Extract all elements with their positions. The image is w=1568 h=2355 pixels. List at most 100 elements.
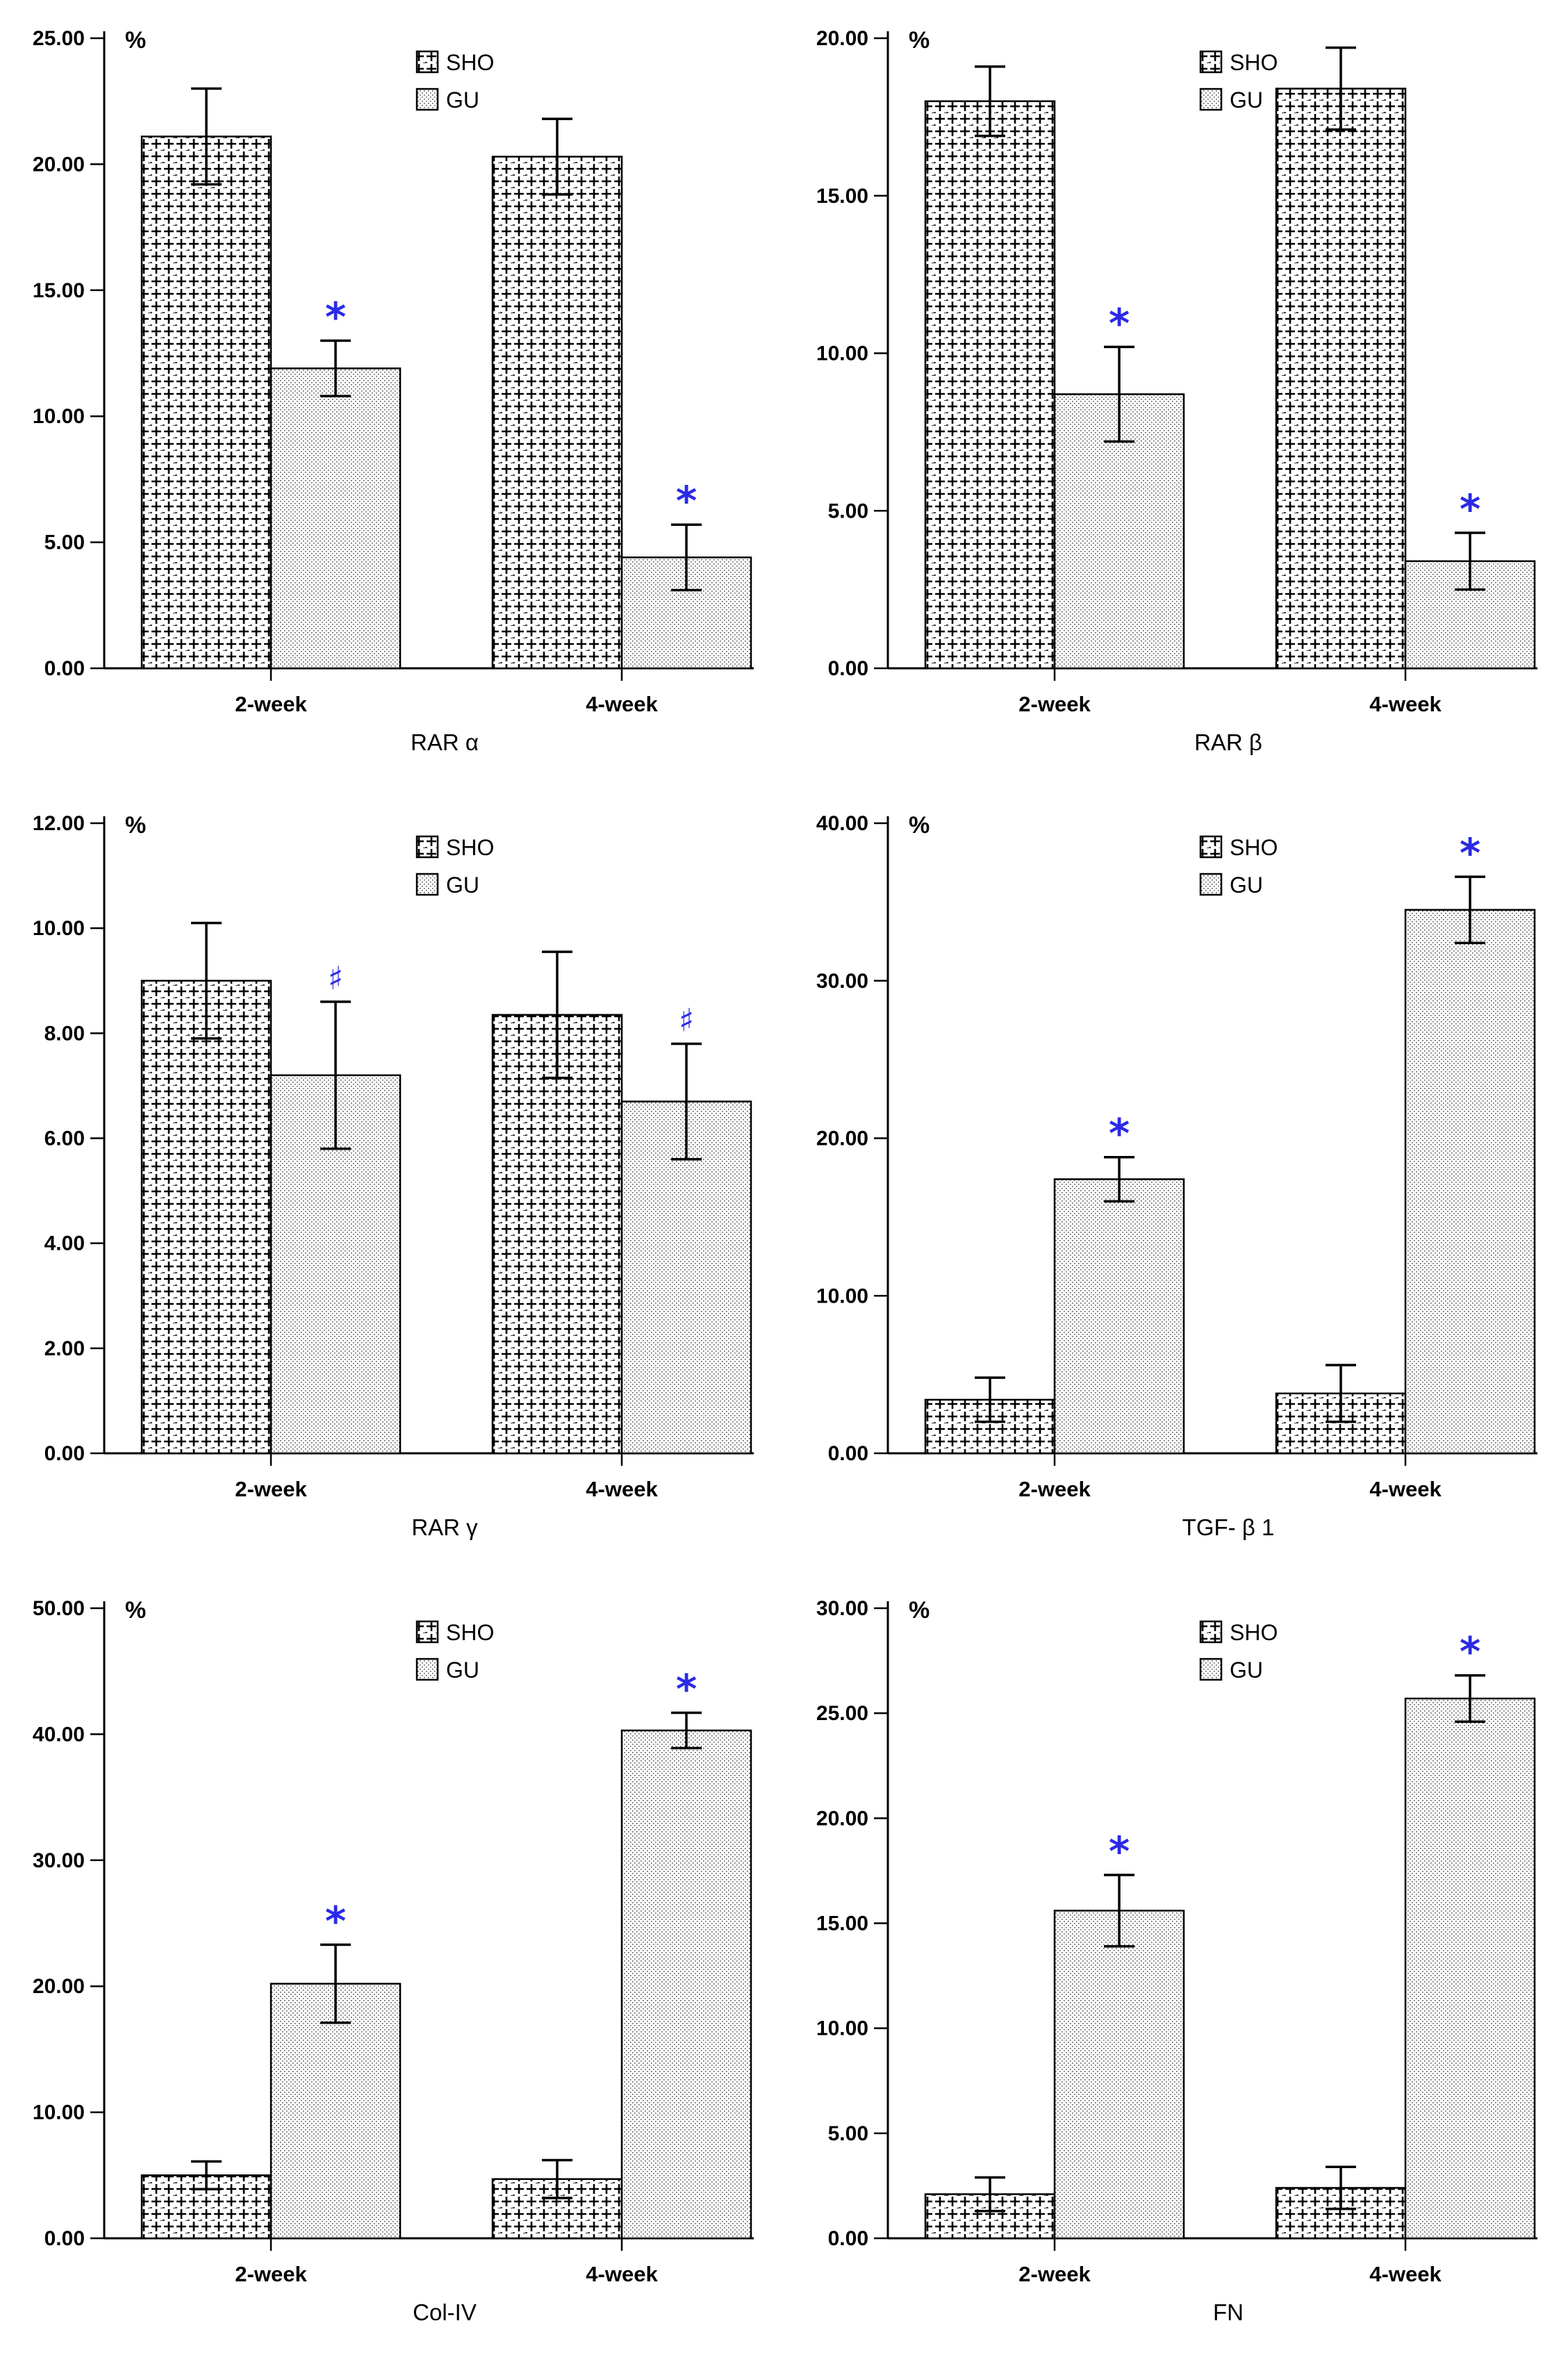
significance-sharp: ♯ [328,959,343,997]
y-tick-label: 2.00 [44,1337,85,1360]
error-bar [320,339,351,397]
x-tick-label: 4-week [586,2262,658,2286]
bar-chart: 0.00 5.00 10.00 15.00 20.00 25.00 30.00 % * 2-wee… [816,1597,1537,2325]
y-unit-label: % [125,27,146,53]
legend-label-gu: GU [1230,873,1263,898]
y-tick-label: 4.00 [44,1232,85,1255]
error-bar [191,921,222,1040]
significance-asterisk: * [1460,829,1480,877]
legend-label-gu: GU [1230,1658,1263,1683]
y-tick-label: 15.00 [816,185,868,208]
bar-chart: 0.00 2.00 4.00 6.00 8.00 10.00 12.00 % ♯ 2-week ♯ 4… [33,812,754,1540]
chart-panel-tgf-beta1: 0.00 10.00 20.00 30.00 40.00% * 2-week * 4-week S… [784,785,1567,1570]
bar-sho [491,1014,623,1455]
y-tick-label: 0.00 [828,2227,868,2250]
x-tick-label: 2-week [1018,1477,1091,1501]
error-bar [1104,345,1134,443]
legend-label-sho: SHO [446,835,494,860]
legend-swatch-gu [415,1658,439,1681]
chart-title: FN [1213,2299,1244,2325]
chart-panel-col-iv: 0.00 10.00 20.00 30.00 40.00 50.00% * 2-week * 4-… [0,1570,784,2355]
y-tick-label: 30.00 [33,1849,85,1872]
legend-label-sho: SHO [446,1620,494,1645]
error-bar [1455,875,1485,945]
bar-chart: 0.00 5.00 10.00 15.00 20.00 25.00 % * 2-week * 4-w… [33,27,754,755]
chart-title: RAR β [1194,729,1262,755]
bar-sho [140,135,272,670]
y-tick-label: 15.00 [816,1912,868,1935]
error-bar [671,1042,702,1161]
legend-label-gu: GU [446,88,479,113]
chart-title: TGF- β 1 [1182,1514,1275,1540]
error-bar [1104,1874,1134,1948]
y-tick-label: 10.00 [33,405,85,428]
error-bar [1455,1674,1485,1724]
legend-swatch-sho [415,835,439,859]
y-tick-label: 20.00 [816,1807,868,1830]
error-bar [1326,46,1356,131]
y-tick-label: 6.00 [44,1127,85,1150]
legend-swatch-sho [1199,50,1223,74]
error-bar [975,65,1005,138]
bar-chart: 0.00 10.00 20.00 30.00 40.00 % * 2-week * 4-week S… [816,812,1537,1540]
error-bar [671,523,702,592]
y-tick-label: 5.00 [828,2122,868,2145]
legend-label-sho: SHO [1230,1620,1278,1645]
error-bar [542,2158,572,2199]
error-bar [975,1376,1005,1423]
y-tick-label: 0.00 [828,657,868,680]
significance-asterisk: * [676,1666,697,1713]
chart-title: RAR γ [411,1514,478,1540]
y-tick-label: 20.00 [816,1127,868,1150]
error-bar [1326,1364,1356,1423]
y-tick-label: 40.00 [33,1723,85,1746]
y-tick-label: 20.00 [33,153,85,176]
y-unit-label: % [125,812,146,838]
error-bar [320,1000,351,1150]
y-tick-label: 0.00 [828,1442,868,1465]
y-tick-label: 15.00 [33,279,85,302]
x-tick-label: 4-week [586,692,658,716]
x-tick-label: 2-week [235,2262,307,2286]
chart-panel-rar-alpha: 0.00 5.00 10.00 15.00 20.00 25.00% * 2-week * 4-w… [0,0,784,785]
bar-gu [270,367,402,670]
y-tick-label: 5.00 [44,531,85,554]
x-tick-label: 4-week [1369,1477,1442,1501]
y-tick-label: 10.00 [816,2017,868,2040]
bar-chart: 0.00 5.00 10.00 15.00 20.00 % * 2-week * 4-week SH… [816,27,1537,755]
y-tick-label: 20.00 [33,1975,85,1998]
legend-label-sho: SHO [1230,835,1278,860]
y-tick-label: 50.00 [33,1597,85,1620]
y-tick-label: 0.00 [44,2227,85,2250]
y-tick-label: 10.00 [816,342,868,365]
significance-asterisk: * [1109,1110,1130,1157]
bar-gu [1053,1910,1185,2240]
y-tick-label: 10.00 [816,1284,868,1307]
legend-swatch-gu [1199,88,1223,111]
significance-asterisk: * [325,1897,346,1944]
x-tick-label: 4-week [1369,692,1442,716]
legend-label-gu: GU [446,873,479,898]
x-tick-label: 2-week [1018,692,1091,716]
y-tick-label: 8.00 [44,1022,85,1045]
legend-swatch-sho [415,50,439,74]
x-tick-label: 4-week [586,1477,658,1501]
x-tick-label: 2-week [235,692,307,716]
error-bar [1104,1155,1134,1203]
bar-gu [1404,1697,1536,2240]
bar-sho [491,156,623,670]
legend-swatch-sho [1199,1620,1223,1644]
y-tick-label: 30.00 [816,970,868,993]
y-tick-label: 10.00 [33,917,85,940]
x-tick-label: 2-week [235,1477,307,1501]
error-bar [975,2176,1005,2213]
chart-panel-rar-gamma: 0.00 2.00 4.00 6.00 8.00 10.00 12.00% ♯ 2-week ♯ 4… [0,785,784,1570]
legend-swatch-gu [415,88,439,111]
legend-swatch-sho [415,1620,439,1644]
significance-asterisk: * [1109,299,1130,347]
significance-asterisk: * [1460,1628,1480,1676]
bar-sho [1275,88,1407,670]
chart-panel-fn: 0.00 5.00 10.00 15.00 20.00 25.00 30.00% * 2-wee… [784,1570,1567,2355]
bar-chart: 0.00 10.00 20.00 30.00 40.00 50.00 % * 2-week * 4-… [33,1597,754,2325]
